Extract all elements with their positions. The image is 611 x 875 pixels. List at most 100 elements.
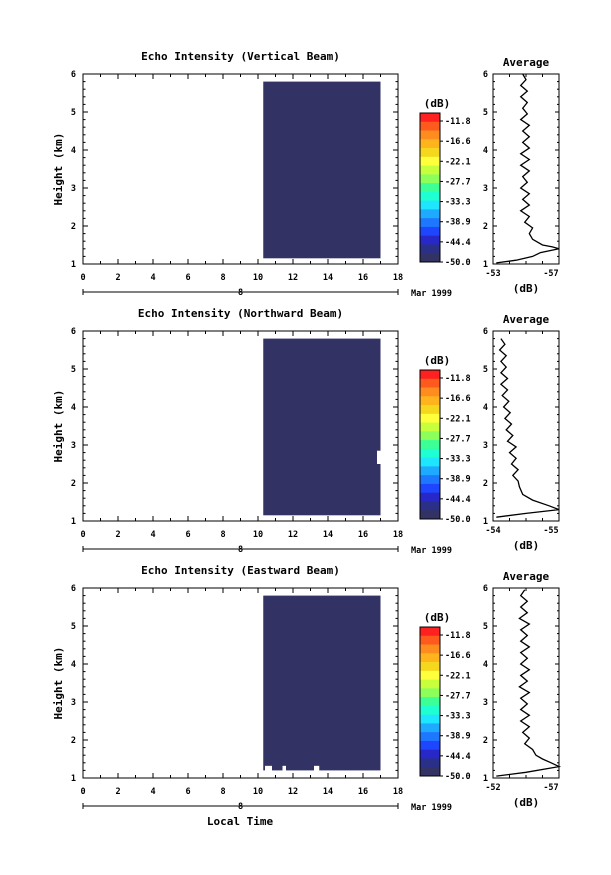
colorbar-swatch	[420, 209, 440, 219]
y-tick-label: 5	[71, 622, 76, 632]
x-tick-label: 8	[220, 530, 225, 540]
colorbar-swatch	[420, 244, 440, 254]
colorbar-swatch	[420, 448, 440, 459]
profile-x-tick-label: -52	[485, 783, 500, 793]
colorbar-swatch	[420, 413, 440, 423]
x-tick-label: 18	[393, 273, 403, 283]
colorbar-swatch	[420, 113, 440, 123]
panel-2: Echo Intensity (Northward Beam)0 2 4 6 8 10 12…	[52, 307, 560, 556]
profile-y-tick-label: 6	[483, 327, 488, 337]
colorbar-swatch	[420, 156, 440, 166]
colorbar-label: -33.3	[445, 712, 471, 722]
colorbar-label: -27.7	[445, 177, 471, 187]
date-marker: 8	[238, 802, 243, 812]
colorbar-swatch	[420, 235, 440, 245]
profile-y-tick-label: 2	[483, 222, 488, 232]
colorbar-swatch	[420, 670, 440, 680]
x-tick-label: 14	[323, 530, 333, 540]
profile-y-tick-label: 3	[483, 698, 488, 708]
colorbar-swatch	[420, 440, 440, 450]
profile-line	[496, 73, 560, 264]
profile-title: Average	[503, 56, 550, 69]
profile-y-tick-label: 1	[483, 260, 488, 270]
profile-frame	[492, 587, 560, 779]
y-tick-label: 6	[71, 327, 76, 337]
colorbar-swatch	[420, 483, 440, 494]
y-tick-label: 6	[71, 584, 76, 594]
colorbar-label: -50.0	[445, 515, 471, 525]
x-tick-label: 10	[253, 787, 263, 797]
profile-line	[496, 338, 560, 518]
profile-y-tick-label: 1	[483, 517, 488, 527]
colorbar-swatch	[420, 767, 440, 777]
profile-y-tick-label: 4	[483, 146, 488, 156]
data-gap	[377, 450, 381, 464]
date-marker: 8	[238, 288, 243, 298]
y-tick-label: 3	[71, 441, 76, 451]
colorbar-swatch	[420, 148, 440, 158]
heatmap-title: Echo Intensity (Eastward Beam)	[141, 564, 340, 577]
colorbar-swatch	[420, 723, 440, 733]
colorbar-swatch	[420, 139, 440, 149]
data-notch	[314, 765, 320, 771]
x-tick-label: 4	[150, 787, 155, 797]
colorbar-unit: (dB)	[424, 354, 451, 367]
x-tick-label: 16	[358, 787, 368, 797]
y-tick-label: 1	[71, 774, 76, 784]
profile-title: Average	[503, 313, 550, 326]
colorbar-label: -22.1	[445, 414, 471, 424]
colorbar-swatch	[420, 405, 440, 415]
data-notch	[265, 765, 272, 771]
x-tick-label: 0	[80, 530, 85, 540]
colorbar-swatch	[420, 714, 440, 724]
colorbar-label: -50.0	[445, 258, 471, 268]
x-tick-label: 14	[323, 787, 333, 797]
echo-fill	[263, 338, 381, 516]
colorbar-swatch	[420, 492, 440, 502]
colorbar-label: -33.3	[445, 198, 471, 208]
profile-y-tick-label: 2	[483, 736, 488, 746]
y-tick-label: 5	[71, 108, 76, 118]
data-notch	[282, 765, 286, 771]
profile-x-label: (dB)	[513, 539, 540, 552]
colorbar-swatch	[420, 635, 440, 645]
colorbar-label: -16.6	[445, 651, 471, 661]
profile-y-tick-label: 5	[483, 365, 488, 375]
x-tick-label: 10	[253, 273, 263, 283]
profile-x-tick-label: -57	[543, 269, 558, 279]
profile-y-tick-label: 5	[483, 108, 488, 118]
colorbar-frame	[419, 626, 441, 777]
colorbar-label: -27.7	[445, 691, 471, 701]
colorbar-swatch	[420, 705, 440, 716]
profile-y-tick-label: 3	[483, 441, 488, 451]
colorbar-label: -44.4	[445, 752, 471, 762]
colorbar-unit: (dB)	[424, 611, 451, 624]
colorbar-swatch	[420, 183, 440, 193]
profile-x-tick-label: -53	[485, 269, 500, 279]
colorbar-label: -38.9	[445, 475, 471, 485]
date-label: Mar 1999	[411, 289, 452, 299]
colorbar-swatch	[420, 627, 440, 637]
profile-x-label: (dB)	[513, 282, 540, 295]
colorbar-label: -11.8	[445, 374, 471, 384]
x-tick-label: 0	[80, 273, 85, 283]
colorbar-swatch	[420, 253, 440, 263]
y-tick-label: 2	[71, 736, 76, 746]
echo-fill	[263, 595, 381, 771]
profile-x-tick-label: -57	[543, 783, 558, 793]
colorbar-swatch	[420, 653, 440, 663]
colorbar-swatch	[420, 697, 440, 707]
colorbar-swatch	[420, 688, 440, 698]
colorbar-swatch	[420, 679, 440, 689]
x-tick-label: 4	[150, 273, 155, 283]
profile-y-tick-label: 4	[483, 660, 488, 670]
x-tick-label: 2	[115, 787, 120, 797]
x-tick-label: 18	[393, 530, 403, 540]
colorbar-swatch	[420, 370, 440, 380]
x-axis-label: Local Time	[207, 815, 274, 828]
colorbar-label: -38.9	[445, 218, 471, 228]
y-axis-label: Height (km)	[52, 647, 65, 720]
y-tick-label: 1	[71, 517, 76, 527]
colorbar-label: -27.7	[445, 434, 471, 444]
